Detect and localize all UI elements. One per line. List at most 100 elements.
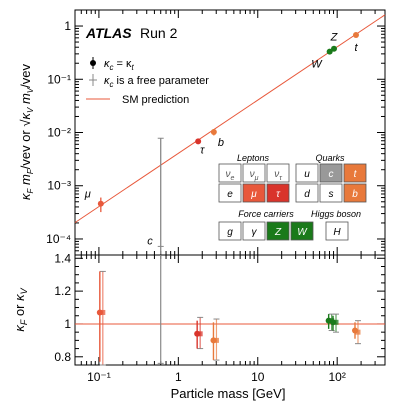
data-point-t: t bbox=[352, 31, 359, 54]
marker bbox=[352, 31, 359, 38]
force-carriers-heading: Force carriers bbox=[238, 209, 294, 219]
point-label: τ bbox=[200, 144, 205, 156]
point-label: Z bbox=[330, 32, 339, 44]
marker bbox=[194, 330, 201, 337]
quarks-heading: Quarks bbox=[315, 153, 345, 163]
particle-cell: d bbox=[295, 183, 319, 203]
svg-text:c: c bbox=[329, 169, 334, 180]
y-tick-label: 10⁻³ bbox=[47, 179, 71, 193]
particle-cell: b bbox=[343, 183, 367, 203]
svg-text:μ: μ bbox=[250, 189, 257, 200]
svg-text:t: t bbox=[354, 169, 358, 180]
fixed-kc-point-b bbox=[210, 322, 217, 361]
y-tick-label: 10⁻¹ bbox=[47, 72, 71, 86]
svg-text:νμ: νμ bbox=[250, 169, 259, 182]
free-kc-point-t bbox=[354, 320, 361, 345]
particle-cell: γ bbox=[242, 221, 266, 241]
particle-cell: Z bbox=[266, 221, 290, 241]
marker bbox=[96, 309, 103, 316]
y-tick-label: 1.4 bbox=[54, 251, 71, 265]
svg-text:H: H bbox=[333, 227, 341, 238]
chart-title-rest: Run 2 bbox=[140, 25, 178, 41]
fixed-kc-point-τ bbox=[194, 320, 201, 349]
legend-label: κc is a free parameter bbox=[104, 75, 209, 89]
svg-text:b: b bbox=[352, 189, 358, 200]
x-tick-label: 10⁻¹ bbox=[87, 370, 111, 384]
svg-text:νe: νe bbox=[226, 169, 235, 182]
particle-cell: νe bbox=[218, 163, 242, 183]
point-label: b bbox=[218, 137, 224, 149]
particle-cell: g bbox=[218, 221, 242, 241]
lower-plot-frame bbox=[74, 254, 386, 366]
marker bbox=[326, 48, 333, 55]
point-label: W bbox=[311, 59, 323, 71]
marker bbox=[97, 200, 104, 207]
chart-title: ATLAS Run 2 bbox=[85, 25, 178, 41]
svg-text:u: u bbox=[304, 169, 310, 180]
fixed-kc-point-Z bbox=[330, 315, 337, 331]
marker bbox=[210, 337, 217, 344]
legend-marker-dot bbox=[90, 60, 96, 66]
data-point-c: c bbox=[147, 137, 164, 255]
particle-cell: μ bbox=[242, 183, 266, 203]
free-kc-point-μ bbox=[99, 270, 106, 366]
lower-y-axis-title: κF or κV bbox=[12, 287, 29, 331]
point-label: μ bbox=[84, 189, 91, 201]
upper-y-axis-title: κF mF/vev or √κV mV/vev bbox=[18, 64, 35, 200]
marker bbox=[355, 329, 361, 335]
particle-cell: H bbox=[325, 221, 349, 241]
particle-cell: s bbox=[319, 183, 343, 203]
particle-cell: u bbox=[295, 163, 319, 183]
fixed-kc-point-t bbox=[351, 322, 358, 339]
y-tick-label: 1 bbox=[64, 317, 71, 331]
x-axis-title: Particle mass [GeV] bbox=[171, 386, 286, 401]
particle-cell: ντ bbox=[266, 163, 290, 183]
legend-label: SM prediction bbox=[122, 94, 189, 106]
y-tick-label: 1.2 bbox=[54, 284, 71, 298]
fixed-kc-point-μ bbox=[96, 271, 103, 362]
point-label: c bbox=[147, 235, 153, 247]
svg-text:τ: τ bbox=[276, 189, 281, 200]
svg-text:γ: γ bbox=[252, 227, 258, 238]
upper-panel: 10⁻⁴ 10⁻³ 10⁻² 10⁻¹ 1 μ τ b c W Zt ATLAS Run 2 κc… bbox=[46, 9, 386, 256]
svg-text:d: d bbox=[304, 189, 310, 200]
leptons-heading: Leptons bbox=[237, 153, 270, 163]
particle-cell: W bbox=[290, 221, 314, 241]
data-point-b: b bbox=[210, 129, 224, 149]
x-tick-label: 10 bbox=[251, 370, 265, 384]
higgs-heading: Higgs boson bbox=[311, 209, 361, 219]
particle-cell: τ bbox=[266, 183, 290, 203]
data-point-μ: μ bbox=[84, 189, 104, 213]
marker bbox=[195, 138, 202, 145]
svg-text:e: e bbox=[227, 189, 233, 200]
particle-table: Leptons Quarks νe νμ ντ e μ τ u c t d s b Force carrie… bbox=[218, 153, 367, 241]
y-tick-label: 1 bbox=[64, 19, 71, 33]
marker bbox=[210, 129, 217, 136]
free-kc-point-c bbox=[157, 255, 164, 364]
data-point-W: W bbox=[311, 48, 333, 71]
svg-text:Z: Z bbox=[274, 227, 282, 238]
y-tick-label: 0.8 bbox=[54, 350, 71, 364]
legend-label: κc = κt bbox=[104, 58, 135, 72]
data-point-τ: τ bbox=[195, 138, 205, 156]
y-tick-label: 10⁻² bbox=[47, 126, 71, 140]
particle-cell: c bbox=[319, 163, 343, 183]
y-tick-label: 10⁻⁴ bbox=[46, 232, 71, 246]
lower-panel: 10⁻¹ 1 10 10² 0.8 1 1.2 1.4 bbox=[54, 251, 386, 384]
data-point-Z: Z bbox=[330, 32, 339, 52]
marker bbox=[331, 45, 338, 52]
chart-title-bold: ATLAS bbox=[85, 25, 132, 41]
svg-text:s: s bbox=[329, 189, 334, 200]
particle-cell: e bbox=[218, 183, 242, 203]
marker bbox=[330, 319, 337, 326]
legend: κc = κt κc is a free parameter SM predicti… bbox=[86, 57, 209, 106]
svg-text:W: W bbox=[297, 227, 308, 238]
particle-cell: νμ bbox=[242, 163, 266, 183]
svg-text:ντ: ντ bbox=[274, 169, 282, 182]
x-tick-label: 10² bbox=[329, 370, 346, 384]
point-label: t bbox=[354, 42, 358, 54]
x-tick-label: 1 bbox=[175, 370, 182, 384]
marker bbox=[351, 327, 358, 334]
svg-text:g: g bbox=[227, 227, 233, 238]
